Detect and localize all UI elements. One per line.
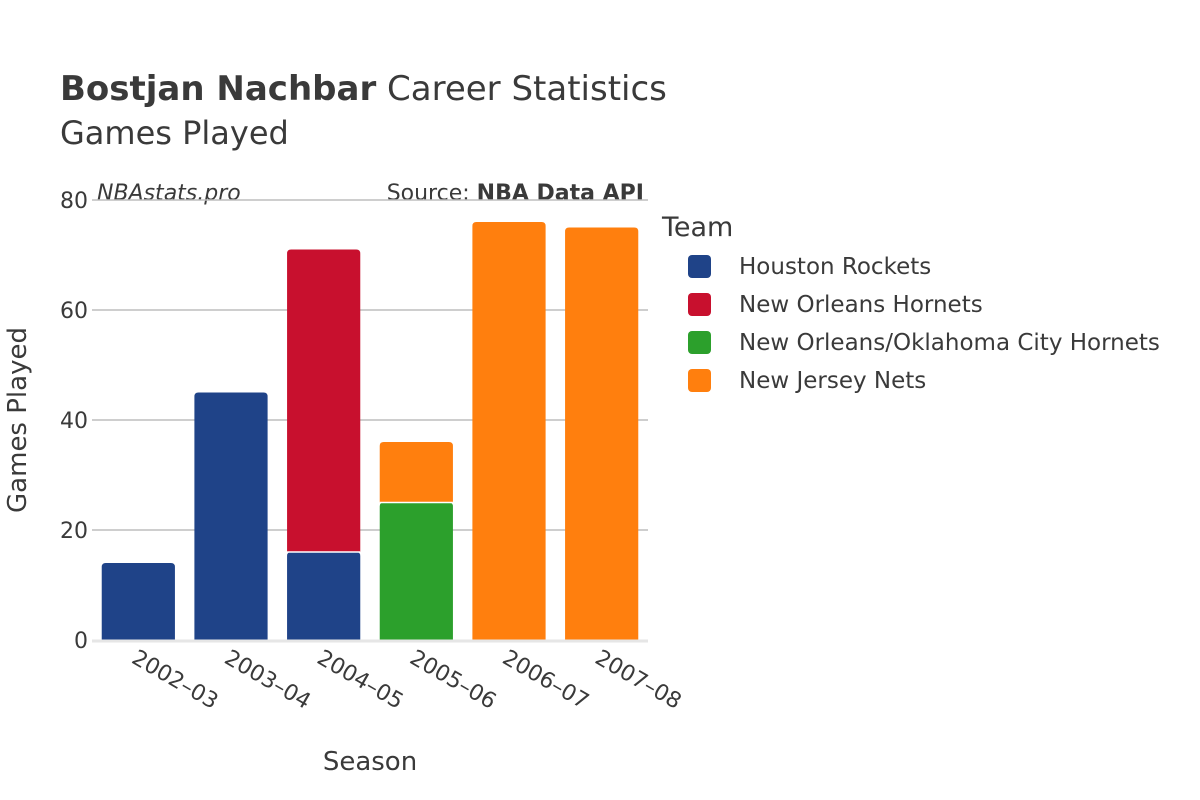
x-axis-title: Season [323,747,417,777]
source-name: NBA Data API [477,181,644,206]
legend-label: New Orleans Hornets [739,292,983,318]
gridlines [92,199,648,531]
x-axis-ticks: 2002–032003–042004–052005–062006–072007–… [127,646,685,715]
legend-item: New Orleans Hornets [688,292,983,318]
chart-title: Bostjan Nachbar Career Statistics [60,69,667,109]
bar-segment [194,392,268,640]
bar-segment [379,502,453,640]
legend-swatch [688,293,711,316]
y-axis-title: Games Played [3,327,33,513]
bar-segment [101,563,175,640]
bar-segment [287,552,361,640]
chart-subtitle: Games Played [60,114,289,152]
y-axis-ticks: 0 20 40 60 80 [60,189,88,654]
legend-label: New Orleans/Oklahoma City Hornets [739,330,1160,356]
chart-title-player: Bostjan Nachbar [60,69,376,109]
y-tick-label: 40 [60,409,88,434]
x-tick-label: 2006–07 [498,646,593,715]
legend-swatch [688,331,711,354]
y-tick-label: 20 [60,519,88,544]
bar-segment [472,222,546,640]
legend: Team Houston Rockets New Orleans Hornets N… [661,212,1160,394]
x-tick-label: 2003–04 [220,646,315,715]
legend-label: New Jersey Nets [739,368,926,394]
source-prefix: Source: [387,181,477,206]
legend-item: New Jersey Nets [688,368,926,394]
x-tick-label: 2002–03 [127,646,222,715]
chart-header: Bostjan Nachbar Career Statistics Games … [60,69,667,206]
y-tick-label: 0 [74,629,88,654]
plot-bars [92,222,648,643]
chart-title-rest: Career Statistics [376,69,667,109]
y-tick-label: 80 [60,189,88,214]
bar-segment [287,249,361,552]
x-tick-label: 2004–05 [313,646,408,715]
y-tick-label: 60 [60,299,88,324]
legend-label: Houston Rockets [739,254,931,280]
legend-swatch [688,369,711,392]
x-tick-label: 2005–06 [405,646,500,715]
watermark-text: NBAstats.pro [97,181,241,206]
x-tick-label: 2007–08 [591,646,686,715]
legend-item: Houston Rockets [688,254,931,280]
bar-segment [565,227,639,640]
legend-title: Team [661,212,733,243]
legend-item: New Orleans/Oklahoma City Hornets [688,330,1160,356]
source-note: Source: NBA Data API [387,181,644,206]
legend-swatch [688,255,711,278]
bar-segment [379,442,453,503]
